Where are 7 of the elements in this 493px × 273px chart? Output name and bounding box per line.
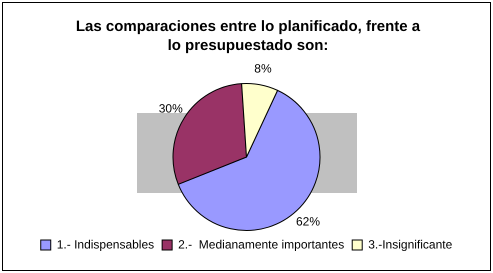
legend-label: 3.-Insignificante (368, 237, 453, 252)
data-label: 30% (158, 102, 184, 116)
legend-label: 1.- Indispensables (56, 237, 154, 252)
chart-title: Las comparaciones entre lo planificado, frente a lo presupuestado son: (74, 17, 422, 55)
legend-label: 2.- Medianamente importantes (178, 237, 344, 252)
data-label: 8% (254, 61, 272, 76)
data-label: 62% (296, 214, 320, 228)
